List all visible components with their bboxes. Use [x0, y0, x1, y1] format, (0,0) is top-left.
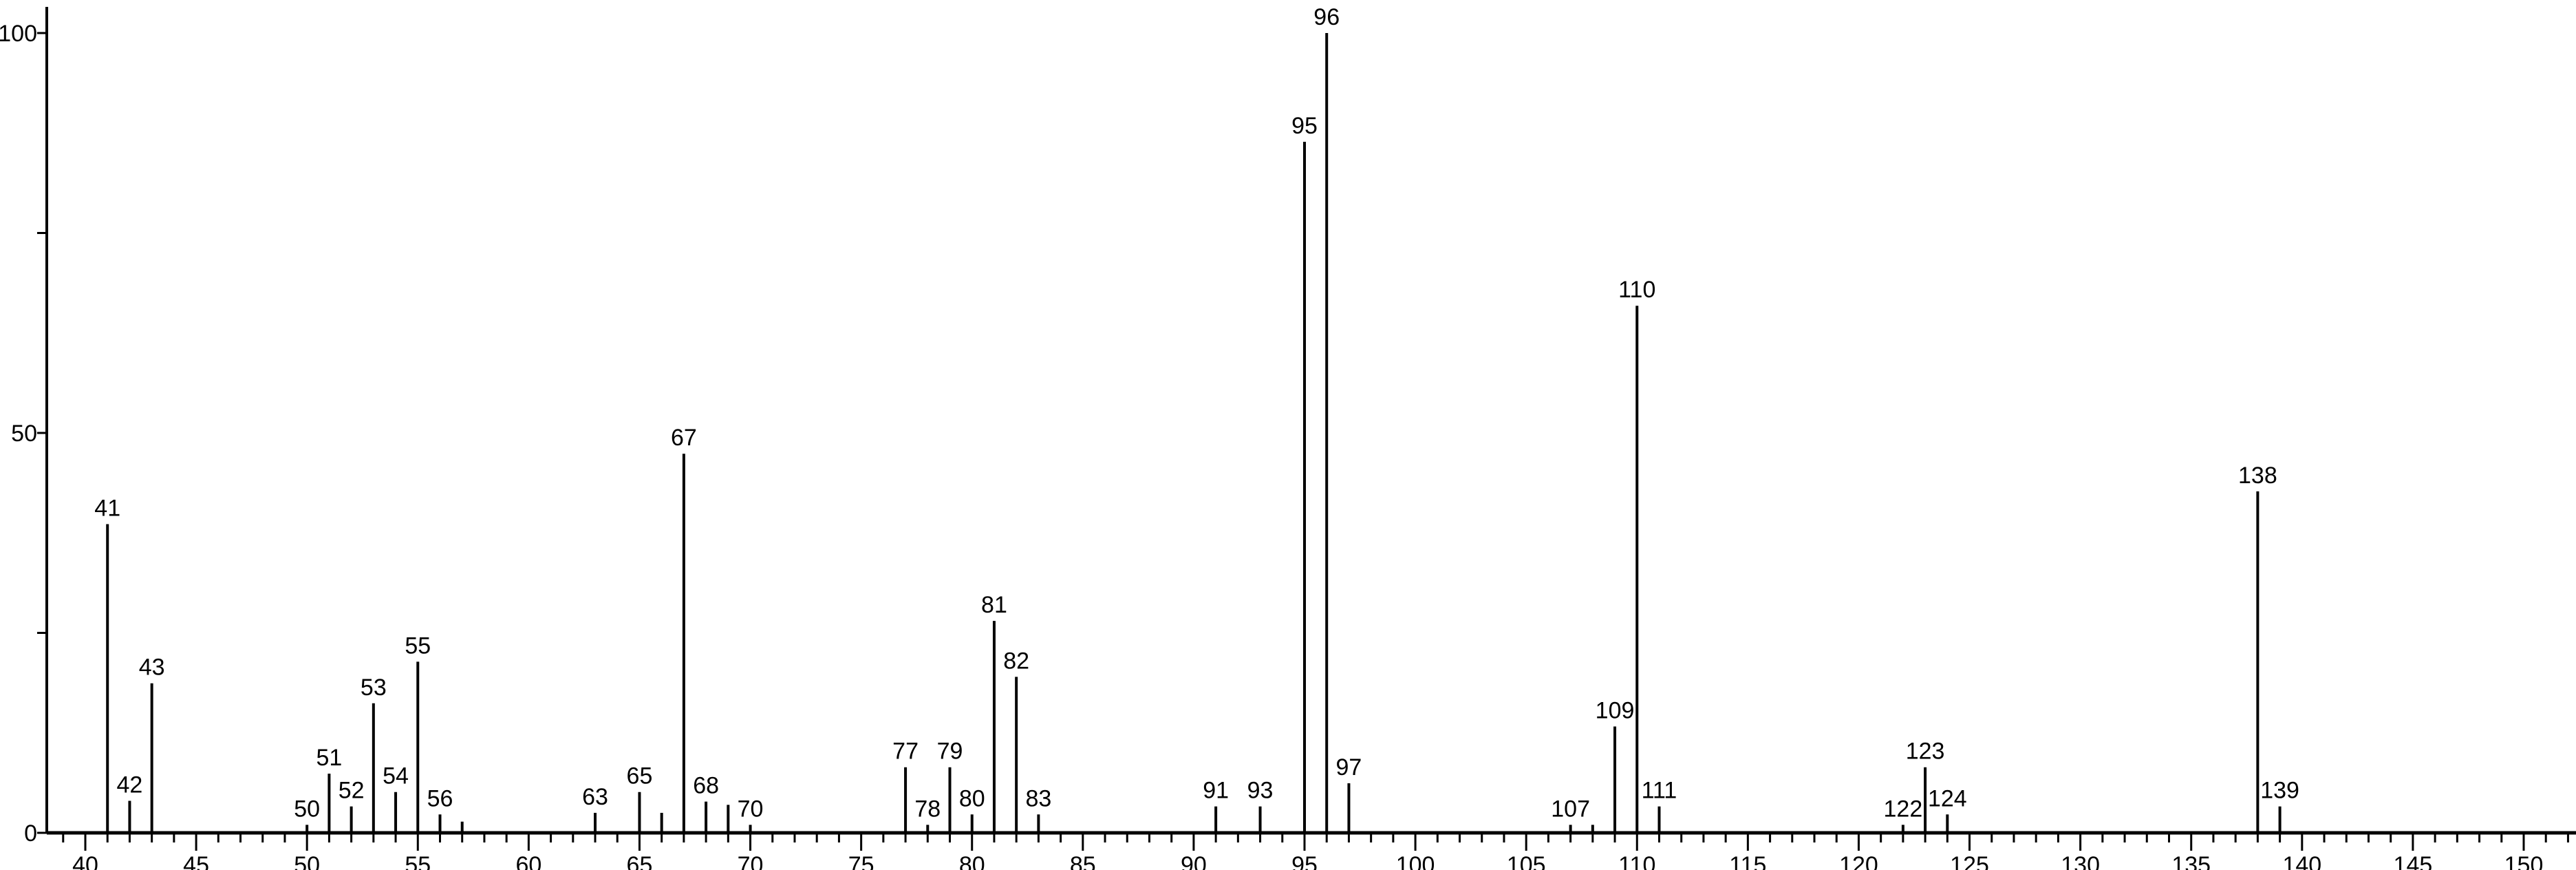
peak-label: 91 — [1203, 778, 1229, 804]
peak-label: 81 — [981, 592, 1007, 618]
peak-label: 43 — [139, 655, 165, 681]
peak-label: 41 — [94, 495, 120, 521]
x-tick-label: 80 — [959, 852, 985, 870]
x-tick-label: 55 — [405, 852, 431, 870]
peak-label: 65 — [627, 763, 653, 789]
x-tick-label: 85 — [1070, 852, 1096, 870]
x-tick-label: 150 — [2504, 852, 2544, 870]
x-tick-label: 145 — [2394, 852, 2433, 870]
x-tick-label: 40 — [72, 852, 98, 870]
x-tick-label: 45 — [183, 852, 209, 870]
peak-label: 83 — [1025, 785, 1051, 811]
y-tick-label: 0 — [24, 820, 37, 847]
peak-label: 51 — [316, 745, 342, 771]
x-tick-label: 115 — [1729, 852, 1766, 870]
x-tick-label: 60 — [515, 852, 541, 870]
peak-label: 123 — [1906, 739, 1945, 765]
peak-label: 95 — [1291, 113, 1318, 139]
x-tick-label: 70 — [738, 852, 764, 870]
peak-label: 80 — [959, 785, 985, 811]
peak-label: 42 — [117, 772, 143, 798]
x-tick-label: 110 — [1618, 852, 1655, 870]
peak-label: 82 — [1003, 648, 1029, 674]
peak-label: 52 — [339, 778, 365, 804]
x-tick-label: 90 — [1181, 852, 1207, 870]
x-tick-label: 120 — [1839, 852, 1878, 870]
peak-label: 78 — [914, 796, 941, 822]
x-tick-label: 125 — [1950, 852, 1989, 870]
x-tick-label: 50 — [294, 852, 320, 870]
peak-label: 63 — [582, 784, 608, 810]
peak-label: 124 — [1928, 785, 1967, 811]
peak-label: 68 — [693, 773, 719, 799]
axes: 40 45 50 55 60 65 70 75 80 85 90 95 100 105 110 115 120 1… — [0, 7, 2576, 870]
peak-label: 50 — [294, 796, 320, 822]
peak-label: 139 — [2260, 778, 2299, 804]
peak-label: 111 — [1642, 778, 1677, 804]
x-tick-label: 75 — [848, 852, 874, 870]
peak-label: 107 — [1551, 796, 1590, 822]
x-tick-label: 95 — [1291, 852, 1318, 870]
x-tick-label: 105 — [1507, 852, 1546, 870]
x-tick-label: 135 — [2171, 852, 2211, 870]
peak-label: 53 — [361, 675, 387, 701]
peak-label: 54 — [383, 763, 409, 789]
peak-label: 70 — [738, 796, 764, 822]
peak-label: 96 — [1313, 4, 1340, 30]
peak-label: 110 — [1618, 277, 1655, 303]
y-tick-label: 100 — [0, 21, 37, 47]
peak-label: 109 — [1596, 697, 1635, 723]
peak-label: 77 — [892, 739, 919, 765]
x-tick-label: 100 — [1396, 852, 1435, 870]
peak-label: 56 — [427, 785, 453, 811]
peak-label: 55 — [405, 633, 431, 659]
peak-label: 122 — [1884, 796, 1923, 822]
y-tick-label: 50 — [11, 421, 37, 447]
peak-label: 97 — [1336, 754, 1362, 781]
peaks: 41 42 43 50 51 52 53 54 55 56 63 65 67 68 70 77 78 79 80 81… — [94, 4, 2299, 833]
peak-label: 67 — [671, 425, 697, 451]
x-tick-label: 65 — [627, 852, 653, 870]
x-tick-label: 140 — [2282, 852, 2321, 870]
peak-label: 93 — [1247, 778, 1274, 804]
peak-label: 79 — [937, 739, 963, 765]
peak-label: 138 — [2238, 463, 2277, 489]
x-tick-label: 130 — [2061, 852, 2100, 870]
